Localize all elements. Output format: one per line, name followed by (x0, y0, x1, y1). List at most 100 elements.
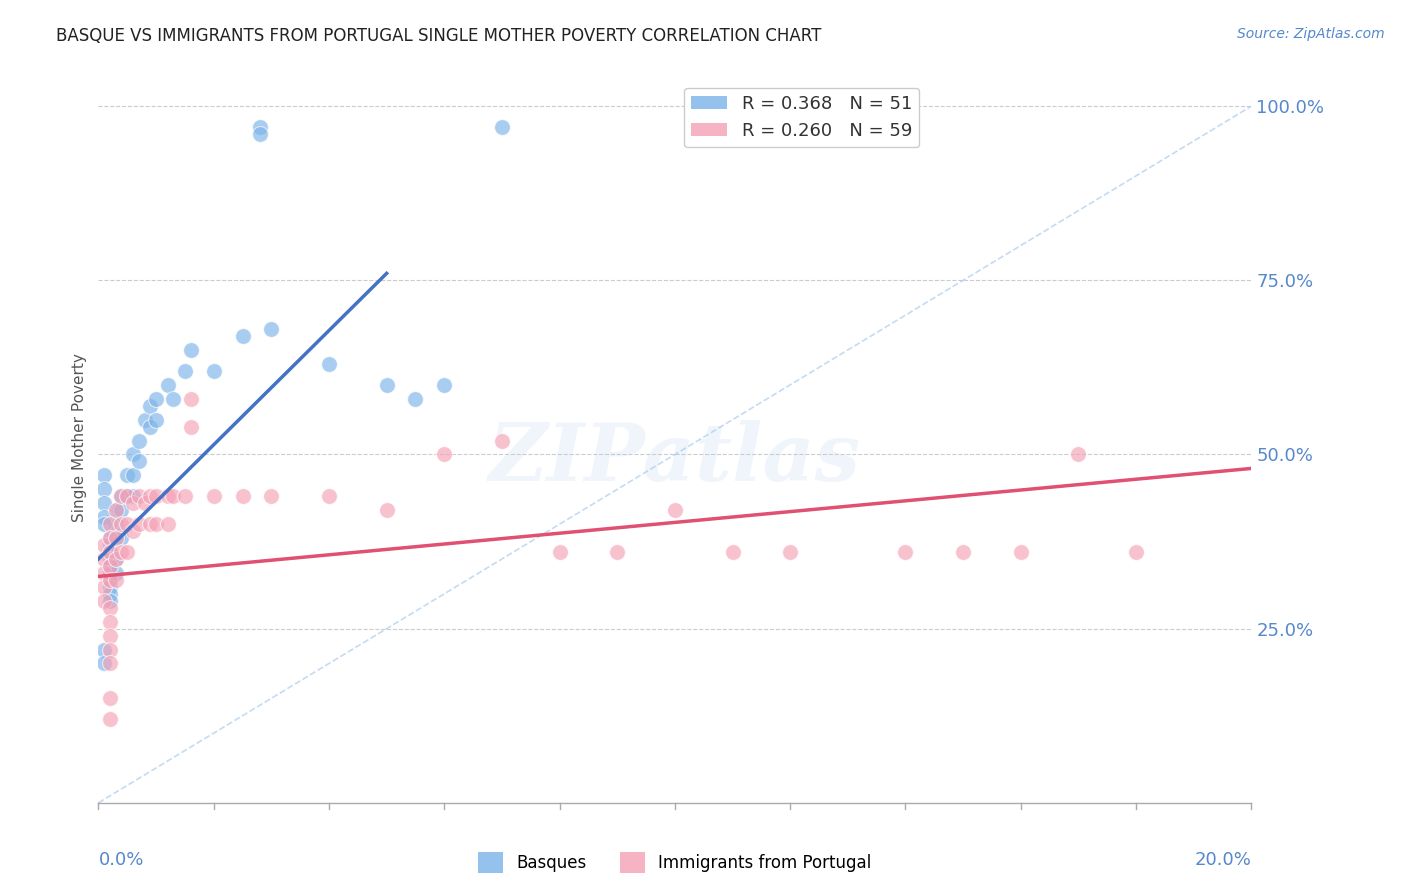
Point (98, 594, 121, 608)
Point (93, 468, 115, 483)
Point (93, 538, 115, 552)
Point (98, 552, 121, 566)
Point (117, 517, 139, 532)
Point (139, 489, 162, 503)
Point (98, 531, 121, 545)
Point (202, 364, 225, 378)
Point (405, 392, 427, 406)
Point (104, 531, 127, 545)
Point (104, 517, 127, 532)
Point (98, 517, 121, 532)
Point (249, 127, 271, 141)
Point (122, 448, 145, 462)
Point (98, 629, 121, 643)
Point (98, 545, 121, 559)
Point (606, 545, 628, 559)
Point (110, 489, 132, 503)
Point (174, 489, 197, 503)
Point (93, 642, 115, 657)
Point (98, 558, 121, 573)
Point (104, 573, 127, 587)
Point (721, 545, 744, 559)
Point (93, 510, 115, 524)
Point (145, 517, 167, 532)
Text: BASQUE VS IMMIGRANTS FROM PORTUGAL SINGLE MOTHER POVERTY CORRELATION CHART: BASQUE VS IMMIGRANTS FROM PORTUGAL SINGL… (56, 27, 821, 45)
Point (93, 552, 115, 566)
Point (156, 517, 179, 532)
Point (433, 377, 456, 392)
Point (98, 573, 121, 587)
Point (104, 503, 127, 517)
Point (98, 642, 121, 657)
Text: ZIPatlas: ZIPatlas (489, 420, 860, 498)
Point (93, 517, 115, 532)
Point (139, 399, 162, 413)
Text: 0.0%: 0.0% (98, 851, 143, 869)
Point (375, 377, 398, 392)
Point (1067, 448, 1090, 462)
Point (110, 503, 132, 517)
Point (104, 531, 127, 545)
Point (93, 483, 115, 497)
Point (98, 615, 121, 629)
Legend: Basques, Immigrants from Portugal: Basques, Immigrants from Portugal (471, 846, 879, 880)
Point (145, 392, 167, 406)
Point (98, 531, 121, 545)
Point (93, 580, 115, 594)
Point (122, 496, 145, 510)
Point (491, 434, 513, 448)
Point (93, 594, 115, 608)
Point (98, 580, 121, 594)
Point (180, 392, 202, 406)
Point (180, 343, 202, 357)
Point (180, 419, 202, 434)
Point (134, 496, 156, 510)
Point (98, 538, 121, 552)
Point (952, 545, 974, 559)
Point (548, 545, 571, 559)
Point (98, 587, 121, 601)
Point (1010, 545, 1032, 559)
Point (98, 566, 121, 580)
Point (231, 489, 254, 503)
Point (491, 120, 513, 134)
Point (664, 503, 686, 517)
Point (156, 489, 179, 503)
Point (98, 558, 121, 573)
Point (117, 489, 139, 503)
Point (145, 412, 167, 426)
Legend: R = 0.368   N = 51, R = 0.260   N = 59: R = 0.368 N = 51, R = 0.260 N = 59 (685, 87, 920, 147)
Point (122, 468, 145, 483)
Point (128, 517, 150, 532)
Point (128, 489, 150, 503)
Point (98, 712, 121, 726)
Point (260, 489, 283, 503)
Point (93, 566, 115, 580)
Point (93, 657, 115, 671)
Point (318, 489, 340, 503)
Point (104, 503, 127, 517)
Point (162, 392, 184, 406)
Point (139, 517, 162, 532)
Point (145, 489, 167, 503)
Point (93, 496, 115, 510)
Point (98, 691, 121, 706)
Point (122, 524, 145, 538)
Point (98, 657, 121, 671)
Point (98, 600, 121, 615)
Point (110, 517, 132, 532)
Point (117, 489, 139, 503)
Point (260, 322, 283, 336)
Point (174, 364, 197, 378)
Point (779, 545, 801, 559)
Point (1125, 545, 1147, 559)
Point (249, 120, 271, 134)
Point (894, 545, 917, 559)
Point (104, 552, 127, 566)
Text: 20.0%: 20.0% (1195, 851, 1251, 869)
Point (139, 419, 162, 434)
Point (98, 573, 121, 587)
Point (110, 545, 132, 559)
Point (117, 468, 139, 483)
Point (156, 377, 179, 392)
